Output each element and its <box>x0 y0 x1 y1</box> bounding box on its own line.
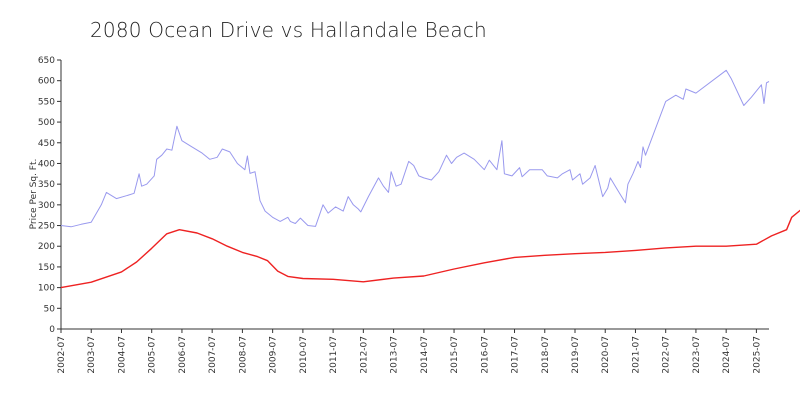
y-axis-label: Price Per Sq. Ft. <box>29 159 39 230</box>
x-tick-label: 2021-07 <box>631 336 641 374</box>
x-tick-label: 2019-07 <box>571 336 581 374</box>
x-tick-label: 2012-07 <box>359 336 369 374</box>
y-tick-label: 150 <box>38 263 55 273</box>
x-tick-label: 2009-07 <box>269 336 279 374</box>
y-tick-label: 400 <box>38 159 55 169</box>
x-tick-label: 2015-07 <box>450 336 460 374</box>
series-line-2 <box>60 209 800 289</box>
chart-title: 2080 Ocean Drive vs Hallandale Beach <box>90 18 487 42</box>
y-tick-label: 300 <box>38 201 55 211</box>
y-tick-label: 650 <box>38 56 55 66</box>
y-tick-label: 350 <box>38 180 55 190</box>
x-tick-label: 2008-07 <box>238 336 248 374</box>
x-tick-label: 2004-07 <box>117 336 127 374</box>
y-ticks: 0 50 100 150 200 250 300 350 400 450 500 550 600 650 <box>38 56 61 335</box>
x-tick-label: 2018-07 <box>541 336 551 374</box>
x-tick-label: 2017-07 <box>511 336 521 374</box>
y-tick-label: 50 <box>44 304 56 314</box>
x-ticks: 2002-07 2003-07 2004-07 2005-07 2006-07 2007-… <box>57 329 762 374</box>
x-tick-label: 2016-07 <box>480 336 490 374</box>
x-tick-label: 2023-07 <box>692 336 702 374</box>
x-tick-label: 2003-07 <box>87 336 97 374</box>
y-tick-label: 450 <box>38 139 55 149</box>
y-tick-label: 600 <box>38 77 55 87</box>
series-lines <box>60 69 800 289</box>
x-tick-label: 2014-07 <box>420 336 430 374</box>
x-tick-label: 2025-07 <box>752 336 762 374</box>
x-tick-label: 2002-07 <box>57 336 67 374</box>
x-tick-label: 2013-07 <box>390 336 400 374</box>
x-tick-label: 2020-07 <box>601 336 611 374</box>
axes <box>60 60 769 330</box>
x-tick-label: 2024-07 <box>722 336 732 374</box>
x-tick-label: 2005-07 <box>148 336 158 374</box>
y-tick-label: 250 <box>38 222 55 232</box>
x-tick-label: 2007-07 <box>208 336 218 374</box>
x-tick-label: 2006-07 <box>178 336 188 374</box>
y-tick-label: 100 <box>38 284 55 294</box>
series-line-1 <box>60 69 770 228</box>
x-tick-label: 2010-07 <box>299 336 309 374</box>
x-tick-label: 2022-07 <box>662 336 672 374</box>
y-tick-label: 550 <box>38 97 55 107</box>
x-tick-label: 2011-07 <box>329 336 339 374</box>
y-tick-label: 200 <box>38 242 55 252</box>
y-tick-label: 0 <box>49 325 55 335</box>
y-tick-label: 500 <box>38 118 55 128</box>
